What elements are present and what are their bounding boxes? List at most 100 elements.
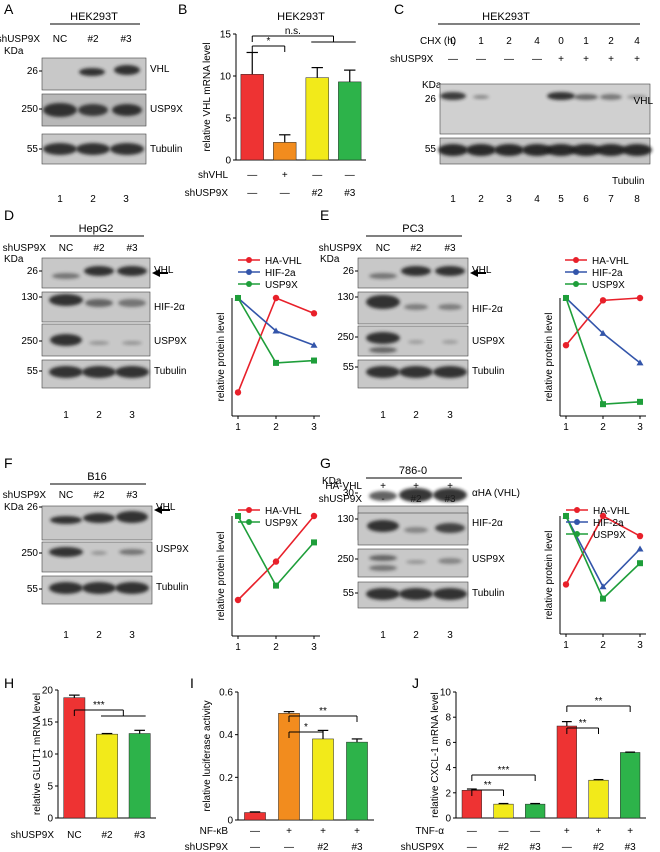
series-line-USP9X [565,297,641,406]
condition-mark: #2 [593,842,605,852]
y-tick-label: 15 [42,718,54,729]
y-axis-label: relative CXCL-1 mRNA level [430,692,441,818]
condition-mark: — [562,842,572,852]
cell-line-label: PC3 [402,223,423,235]
band [369,491,397,501]
band [571,144,601,156]
mw-marker: 55 [27,144,39,155]
x-tick-label: 1 [235,422,241,433]
lane-number: 1 [380,410,386,421]
band-label-αHA (VHL): αHA (VHL) [472,488,520,499]
legend-marker [246,257,252,263]
lane-mark: NC [59,490,73,501]
lane-mark: + [447,481,453,492]
bar-0 [244,812,266,821]
mw-marker: 250 [21,548,38,559]
series-line-HIF-2a [237,297,315,346]
data-point [563,513,569,519]
x-tick-label: 3 [311,422,317,433]
lane-number: 2 [413,410,419,421]
band-label-VHL: VHL [634,96,654,107]
lane-number: 2 [413,630,419,641]
condition-mark: #2 [312,188,324,199]
band-label-Tubulin: Tubulin [156,582,188,593]
band [52,273,80,279]
band [43,143,77,155]
lane-mark: NC [53,34,67,45]
condition-mark: #3 [351,842,363,852]
legend-marker [246,281,252,287]
x-tick-label: 1 [563,422,569,433]
band [473,95,489,99]
band [399,488,433,502]
lane-number: 2 [478,194,484,205]
y-tick-label: 0 [227,816,233,827]
line-chart-E: 1 2 3 relative protein level HA-VHLHIF-2aUSP… [544,256,646,433]
row-label: shUSP9X [390,54,434,65]
band [522,144,552,156]
mw-marker: 55 [27,366,39,377]
band [89,341,109,345]
legend-label-HA-VHL: HA-VHL [593,506,630,517]
band [115,366,149,378]
condition-mark: — [499,826,509,837]
lane-number: 1 [450,194,456,205]
band-label-Tubulin: Tubulin [154,366,186,377]
kda-label: KDa [4,502,24,513]
data-point [599,583,607,590]
data-point [273,359,279,366]
significance-label: ** [579,718,587,729]
lane-number: 4 [534,194,540,205]
lane-number: 1 [57,194,63,205]
band [369,273,397,279]
row-label: TNF-α [415,826,444,837]
band-label-HIF-2α: HIF-2α [472,304,503,315]
band [438,558,462,564]
band [466,144,496,156]
band-label-Tubulin: Tubulin [472,366,504,377]
panel-letter-H: H [4,675,14,691]
band-label-Tubulin: Tubulin [472,588,504,599]
legend-marker [246,507,252,513]
data-point [235,295,241,301]
band [596,144,626,156]
series-line-HA-VHL [565,297,641,346]
band [85,299,113,307]
legend-marker [573,281,579,287]
line-chart-D: 1 2 3 relative protein level HA-VHLHIF-2aUSP… [216,256,320,433]
kda-label: KDa [320,254,340,265]
lane-mark: 4 [534,36,540,47]
band [399,588,433,600]
significance-label: * [304,722,308,733]
row-label: shUSP9X [3,243,47,254]
band [438,304,462,310]
lane-number: 5 [558,194,564,205]
data-point [272,327,280,334]
lane-number: 6 [583,194,589,205]
x-tick-label: 1 [235,642,241,653]
kda-label: KDa [4,254,24,265]
cell-line-label: B16 [87,471,107,483]
lane-mark: + [583,54,589,65]
x-tick-label: 2 [273,422,279,433]
kda-label: KDa [4,46,24,57]
bar-1 [273,142,297,161]
panel-letter-D: D [4,207,14,223]
condition-mark: + [564,826,570,837]
row-label: NF-κB [200,826,229,837]
lane-mark: + [634,54,640,65]
condition-mark: #3 [530,842,542,852]
lane-number: 3 [506,194,512,205]
band [366,588,400,600]
arrow-icon [152,269,160,277]
data-point [636,545,644,552]
lane-mark: — [448,54,458,65]
cell-line-label: 786-0 [399,465,427,477]
cell-line-label: HepG2 [79,223,114,235]
band-label-USP9X: USP9X [156,544,189,555]
mw-marker: 130 [337,292,354,303]
